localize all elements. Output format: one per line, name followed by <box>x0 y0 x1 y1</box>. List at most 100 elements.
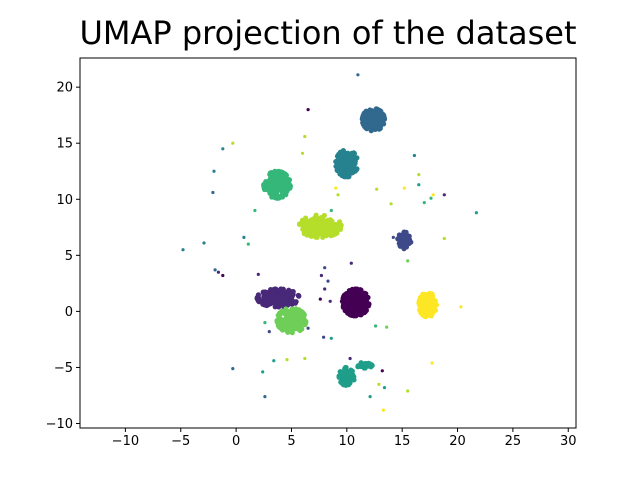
outlier-point <box>459 305 463 309</box>
data-point <box>270 292 276 298</box>
data-point <box>361 309 367 316</box>
y-tick-label: 5 <box>65 249 73 264</box>
outlier-point <box>253 208 257 213</box>
cluster-4 <box>333 148 360 180</box>
y-tick-label: 20 <box>56 81 73 96</box>
data-point <box>272 168 278 175</box>
data-point <box>361 110 367 116</box>
cluster-10 <box>416 290 440 320</box>
data-point <box>303 320 309 326</box>
outlier-point <box>430 361 434 365</box>
data-point <box>267 171 273 178</box>
data-point <box>272 186 278 192</box>
data-point <box>418 309 424 316</box>
data-point <box>343 157 350 163</box>
x-tick-label: 30 <box>560 434 577 449</box>
data-point <box>349 288 355 294</box>
outlier-point <box>263 321 267 325</box>
data-point <box>337 226 343 232</box>
data-point <box>401 235 408 241</box>
outlier-point <box>382 386 387 390</box>
data-point <box>314 225 320 231</box>
data-point <box>297 327 303 333</box>
data-point <box>299 217 305 223</box>
outlier-point <box>391 235 395 239</box>
data-point <box>269 194 275 200</box>
outlier-point <box>256 272 260 276</box>
data-point <box>276 294 282 300</box>
outlier-point <box>303 134 307 139</box>
data-point <box>427 295 433 302</box>
outlier-point <box>212 169 216 173</box>
cluster-0 <box>339 286 372 319</box>
x-tick-label: 15 <box>394 434 411 449</box>
outlier-point <box>211 190 215 195</box>
data-point <box>398 243 404 249</box>
data-point <box>345 310 351 316</box>
data-point <box>295 307 301 313</box>
data-point <box>381 121 387 127</box>
y-tick-label: 15 <box>56 137 73 152</box>
outlier-point <box>267 330 271 334</box>
data-point <box>319 225 325 231</box>
data-point <box>315 231 321 237</box>
data-point <box>308 233 314 239</box>
data-point <box>323 233 329 239</box>
data-point <box>416 300 422 306</box>
y-tick-label: −5 <box>54 361 73 376</box>
outlier-point <box>285 358 289 362</box>
outlier-point <box>348 356 352 361</box>
outlier-point <box>406 259 410 263</box>
outlier-point <box>356 73 360 77</box>
x-tick-label: 25 <box>505 434 522 449</box>
data-point <box>375 108 381 114</box>
data-point <box>305 223 311 229</box>
x-axis: −10 −5 0 5 10 15 20 25 30 <box>112 428 577 449</box>
outlier-point <box>375 187 379 191</box>
data-point <box>275 182 281 188</box>
data-point <box>255 296 261 302</box>
data-point <box>318 215 324 221</box>
outlier-point <box>380 369 384 373</box>
cluster-6 <box>355 360 375 371</box>
outlier-point <box>474 211 478 215</box>
y-axis: −10 −5 0 5 10 15 20 <box>46 81 80 432</box>
outlier-point <box>306 326 310 330</box>
cluster-1 <box>254 286 302 310</box>
data-point <box>368 118 374 124</box>
data-point <box>277 310 283 316</box>
data-point <box>262 290 268 296</box>
data-point <box>276 324 282 330</box>
data-point <box>332 231 338 237</box>
outlier-point <box>377 382 381 386</box>
data-point <box>268 189 274 195</box>
outlier-point <box>417 173 421 177</box>
outlier-point <box>368 395 372 399</box>
outlier-point <box>389 202 393 206</box>
cluster-9 <box>296 212 344 240</box>
outlier-point <box>442 236 446 241</box>
y-tick-label: 0 <box>65 305 73 320</box>
outlier-point <box>349 261 353 265</box>
outlier-point <box>272 359 276 363</box>
data-point <box>353 299 359 305</box>
data-point <box>274 318 280 324</box>
data-point <box>349 368 355 374</box>
x-tick-label: 10 <box>339 434 356 449</box>
data-point <box>336 156 343 162</box>
scatter-points <box>181 73 478 412</box>
data-point <box>403 229 409 235</box>
data-point <box>313 212 319 218</box>
data-point <box>348 296 354 302</box>
data-point <box>356 311 362 317</box>
data-point <box>346 379 352 385</box>
data-point <box>359 361 365 367</box>
data-point <box>291 320 297 326</box>
data-point <box>340 381 346 387</box>
data-point <box>279 192 285 198</box>
data-point <box>352 306 358 312</box>
data-point <box>373 117 379 123</box>
cluster-7 <box>261 168 293 201</box>
x-tick-label: −5 <box>171 434 190 449</box>
